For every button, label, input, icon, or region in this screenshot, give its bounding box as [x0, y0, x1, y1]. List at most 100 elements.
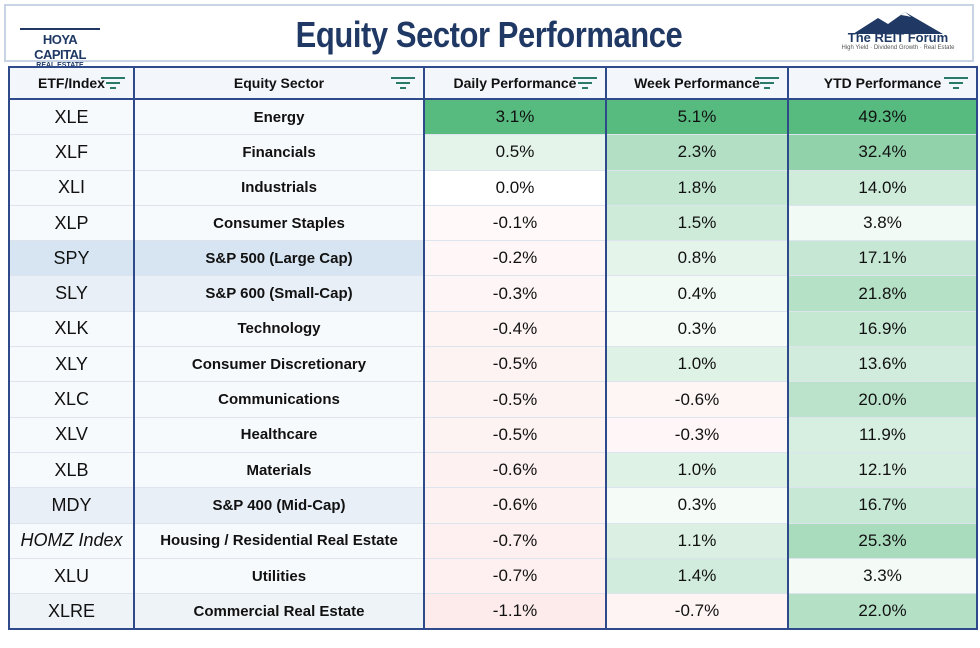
- table-row: HOMZ Index Housing / Residential Real Est…: [8, 522, 977, 559]
- logo-subtext: REAL ESTATE: [36, 62, 84, 69]
- performance-cell: -0.7%: [423, 557, 606, 594]
- performance-cell: 1.0%: [605, 346, 788, 382]
- etf-cell: SLY: [8, 275, 134, 312]
- filter-icon[interactable]: [755, 76, 779, 90]
- performance-cell: -0.5%: [423, 416, 606, 453]
- sector-cell: Industrials: [133, 169, 424, 206]
- sector-cell: Energy: [133, 98, 424, 135]
- performance-cell: -0.6%: [605, 381, 788, 418]
- performance-cell: 21.8%: [787, 275, 977, 312]
- performance-cell: -0.6%: [423, 487, 606, 524]
- performance-cell: -0.3%: [605, 416, 788, 453]
- column-header-text: Daily Performance: [453, 75, 577, 91]
- performance-cell: 3.3%: [787, 557, 977, 594]
- performance-cell: 22.0%: [787, 593, 977, 630]
- table-row: XLB Materials -0.6% 1.0% 12.1%: [8, 451, 977, 488]
- column-header: Daily Performance: [423, 67, 606, 100]
- etf-cell: XLRE: [8, 593, 134, 630]
- performance-cell: -0.5%: [423, 346, 606, 382]
- table-row: XLC Communications -0.5% -0.6% 20.0%: [8, 381, 977, 418]
- performance-cell: -0.4%: [423, 310, 606, 347]
- sector-cell: Technology: [133, 310, 424, 347]
- performance-cell: 3.8%: [787, 204, 977, 241]
- mountain-icon: [853, 12, 943, 34]
- banner: HOYA CAPITAL REAL ESTATE Equity Sector P…: [4, 4, 974, 69]
- etf-cell: SPY: [8, 240, 134, 276]
- performance-cell: 1.4%: [605, 557, 788, 594]
- performance-cell: 17.1%: [787, 240, 977, 276]
- sector-cell: S&P 600 (Small-Cap): [133, 275, 424, 312]
- performance-table: ETF/Index Equity Sector Daily Performance W…: [8, 66, 978, 631]
- etf-cell: XLY: [8, 346, 134, 382]
- table-body: XLE Energy 3.1% 5.1% 49.3% XLF Financials 0.5% 2…: [8, 98, 977, 630]
- sector-cell: Consumer Discretionary: [133, 346, 424, 382]
- sector-cell: Healthcare: [133, 416, 424, 453]
- performance-cell: 16.9%: [787, 310, 977, 347]
- sector-cell: S&P 400 (Mid-Cap): [133, 487, 424, 524]
- filter-icon[interactable]: [391, 76, 415, 90]
- performance-cell: 11.9%: [787, 416, 977, 453]
- etf-cell: XLF: [8, 134, 134, 171]
- performance-cell: -0.3%: [423, 275, 606, 312]
- logo-subtext: High Yield · Dividend Growth · Real Esta…: [841, 45, 955, 51]
- performance-cell: 25.3%: [787, 522, 977, 559]
- table-row: XLRE Commercial Real Estate -1.1% -0.7% 22.0…: [8, 593, 977, 630]
- performance-cell: -0.7%: [423, 522, 606, 559]
- performance-cell: -0.5%: [423, 381, 606, 418]
- performance-cell: -0.7%: [605, 593, 788, 630]
- filter-icon[interactable]: [573, 76, 597, 90]
- sector-cell: Commercial Real Estate: [133, 593, 424, 630]
- column-header: YTD Performance: [787, 67, 977, 100]
- sector-cell: Materials: [133, 451, 424, 488]
- table-row: XLP Consumer Staples -0.1% 1.5% 3.8%: [8, 204, 977, 241]
- table-row: XLU Utilities -0.7% 1.4% 3.3%: [8, 557, 977, 594]
- etf-cell: XLI: [8, 169, 134, 206]
- performance-cell: 3.1%: [423, 98, 606, 135]
- filter-icon[interactable]: [944, 76, 968, 90]
- etf-cell: XLK: [8, 310, 134, 347]
- header-row: ETF/Index Equity Sector Daily Performance W…: [8, 67, 977, 100]
- etf-cell: XLE: [8, 98, 134, 135]
- table-row: XLV Healthcare -0.5% -0.3% 11.9%: [8, 416, 977, 453]
- table-row: XLK Technology -0.4% 0.3% 16.9%: [8, 310, 977, 347]
- performance-cell: 13.6%: [787, 346, 977, 382]
- performance-cell: 12.1%: [787, 451, 977, 488]
- title: Equity Sector Performance: [295, 14, 683, 55]
- sector-cell: Consumer Staples: [133, 204, 424, 241]
- etf-cell: HOMZ Index: [8, 522, 134, 559]
- etf-cell: XLP: [8, 204, 134, 241]
- etf-cell: XLB: [8, 451, 134, 488]
- sector-cell: Utilities: [133, 557, 424, 594]
- etf-cell: MDY: [8, 487, 134, 524]
- filter-icon[interactable]: [101, 76, 125, 90]
- performance-cell: 16.7%: [787, 487, 977, 524]
- performance-cell: -0.6%: [423, 451, 606, 488]
- column-header: Week Performance: [605, 67, 788, 100]
- performance-cell: 49.3%: [787, 98, 977, 135]
- performance-cell: 0.4%: [605, 275, 788, 312]
- sector-cell: Financials: [133, 134, 424, 171]
- hoya-logo: HOYA CAPITAL REAL ESTATE: [20, 14, 100, 69]
- performance-cell: 1.5%: [605, 204, 788, 241]
- performance-cell: -0.1%: [423, 204, 606, 241]
- etf-cell: XLC: [8, 381, 134, 418]
- performance-cell: -0.2%: [423, 240, 606, 276]
- performance-cell: 1.1%: [605, 522, 788, 559]
- sector-cell: Communications: [133, 381, 424, 418]
- performance-cell: 1.0%: [605, 451, 788, 488]
- sector-cell: S&P 500 (Large Cap): [133, 240, 424, 276]
- performance-cell: 32.4%: [787, 134, 977, 171]
- performance-cell: -1.1%: [423, 593, 606, 630]
- column-header: ETF/Index: [8, 67, 134, 100]
- table-row: XLF Financials 0.5% 2.3% 32.4%: [8, 134, 977, 171]
- column-header-text: YTD Performance: [823, 75, 942, 91]
- table-row: SLY S&P 600 (Small-Cap) -0.3% 0.4% 21.8%: [8, 275, 977, 312]
- performance-cell: 20.0%: [787, 381, 977, 418]
- performance-cell: 0.8%: [605, 240, 788, 276]
- performance-cell: 14.0%: [787, 169, 977, 206]
- performance-cell: 1.8%: [605, 169, 788, 206]
- performance-cell: 5.1%: [605, 98, 788, 135]
- etf-cell: XLV: [8, 416, 134, 453]
- etf-cell: XLU: [8, 557, 134, 594]
